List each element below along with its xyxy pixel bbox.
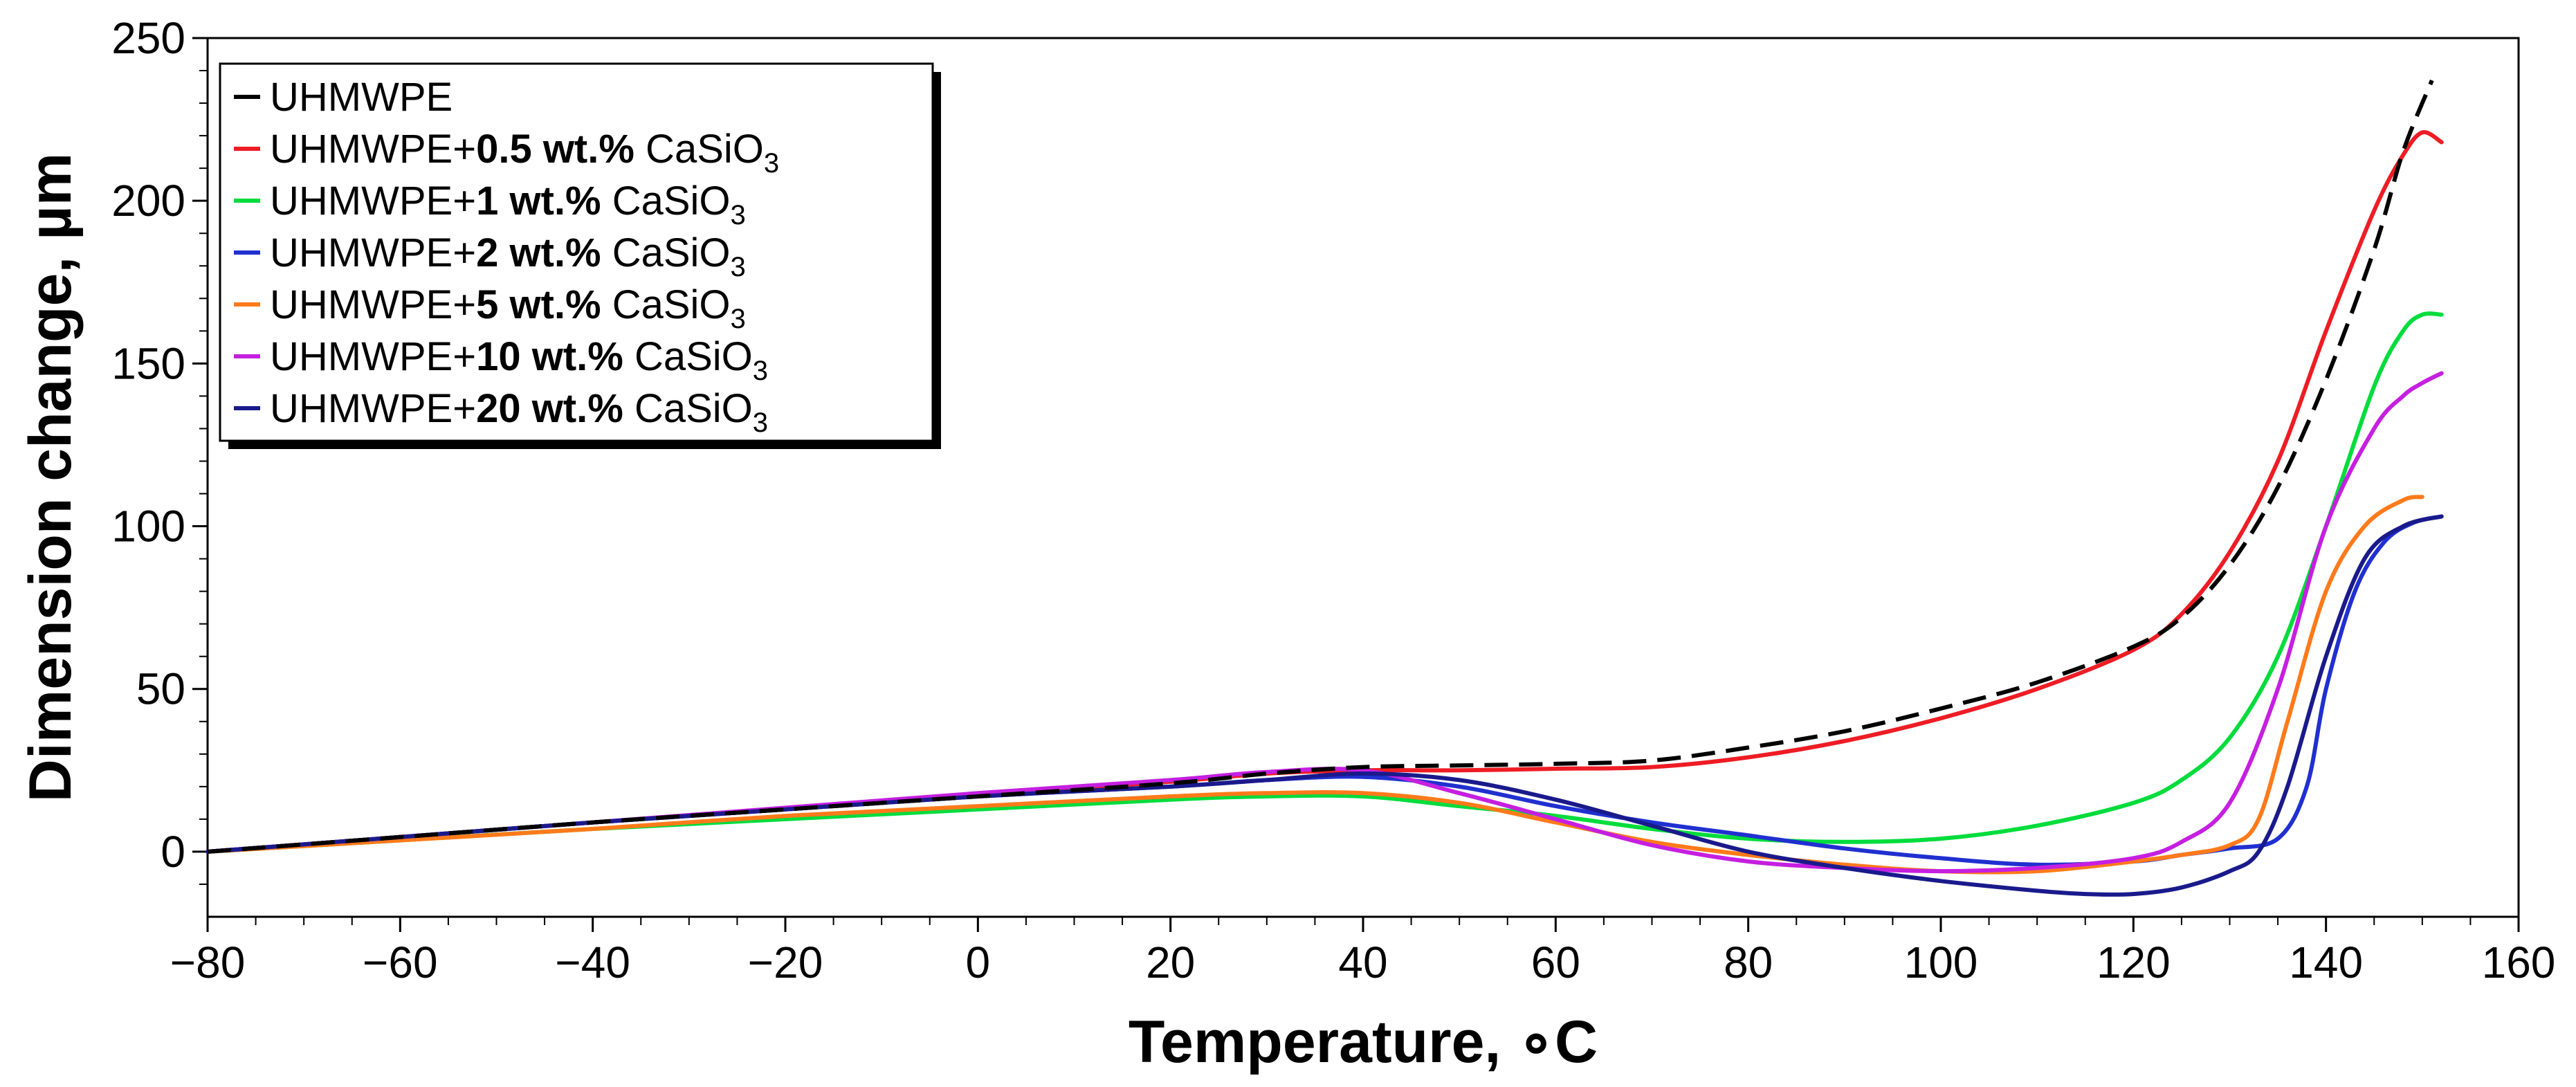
x-tick-label: 0 bbox=[966, 938, 991, 987]
y-tick-label: 250 bbox=[111, 13, 185, 63]
x-tick-label: −60 bbox=[363, 938, 438, 987]
y-tick-label: 150 bbox=[111, 338, 185, 388]
x-tick-label: −80 bbox=[170, 938, 246, 987]
x-tick-label: 60 bbox=[1531, 938, 1580, 987]
x-tick-label: 140 bbox=[2289, 938, 2363, 987]
legend-label-uhmwpe-5-wt-casio3: UHMWPE+5 wt.% CaSiO3 bbox=[270, 282, 746, 334]
x-tick-label: 120 bbox=[2097, 938, 2171, 987]
y-axis-title: Dimension change, µm bbox=[17, 153, 84, 802]
y-tick-label: 0 bbox=[161, 827, 185, 877]
legend-label-uhmwpe: UHMWPE bbox=[270, 75, 453, 120]
series-line-uhmwpe bbox=[207, 79, 2434, 854]
legend-label-uhmwpe-20-wt-casio3: UHMWPE+20 wt.% CaSiO3 bbox=[270, 386, 768, 438]
x-tick-label: 80 bbox=[1724, 938, 1773, 987]
series-lines bbox=[205, 79, 2444, 897]
x-tick-label: 20 bbox=[1146, 938, 1195, 987]
legend-box bbox=[219, 62, 934, 442]
legend-label-uhmwpe-10-wt-casio3: UHMWPE+10 wt.% CaSiO3 bbox=[270, 334, 768, 386]
series-line-uhmwpe-20-wt-casio3 bbox=[205, 514, 2444, 897]
legend-label-uhmwpe-2-wt-casio3: UHMWPE+2 wt.% CaSiO3 bbox=[270, 230, 746, 282]
x-tick-label: −20 bbox=[748, 938, 823, 987]
x-tick-label: 40 bbox=[1338, 938, 1387, 987]
x-tick-label: 100 bbox=[1904, 938, 1978, 987]
ticks: −80 −60 −40 −20 0 20 40 60 80 100 120 140 160 0 50 100 1… bbox=[111, 13, 2555, 987]
x-tick-label: −40 bbox=[555, 938, 630, 987]
y-tick-label: 50 bbox=[136, 664, 185, 714]
legend-label-uhmwpe-0-5-wt-casio3: UHMWPE+0.5 wt.% CaSiO3 bbox=[270, 127, 779, 179]
y-tick-label: 100 bbox=[111, 502, 185, 551]
x-axis-title: Temperature, ∘C bbox=[1129, 1009, 1598, 1075]
y-tick-label: 200 bbox=[111, 176, 185, 226]
series-line-uhmwpe-5-wt-casio3 bbox=[205, 495, 2424, 875]
x-tick-label: 160 bbox=[2482, 938, 2556, 987]
legend-label-uhmwpe-1-wt-casio3: UHMWPE+1 wt.% CaSiO3 bbox=[270, 179, 746, 230]
